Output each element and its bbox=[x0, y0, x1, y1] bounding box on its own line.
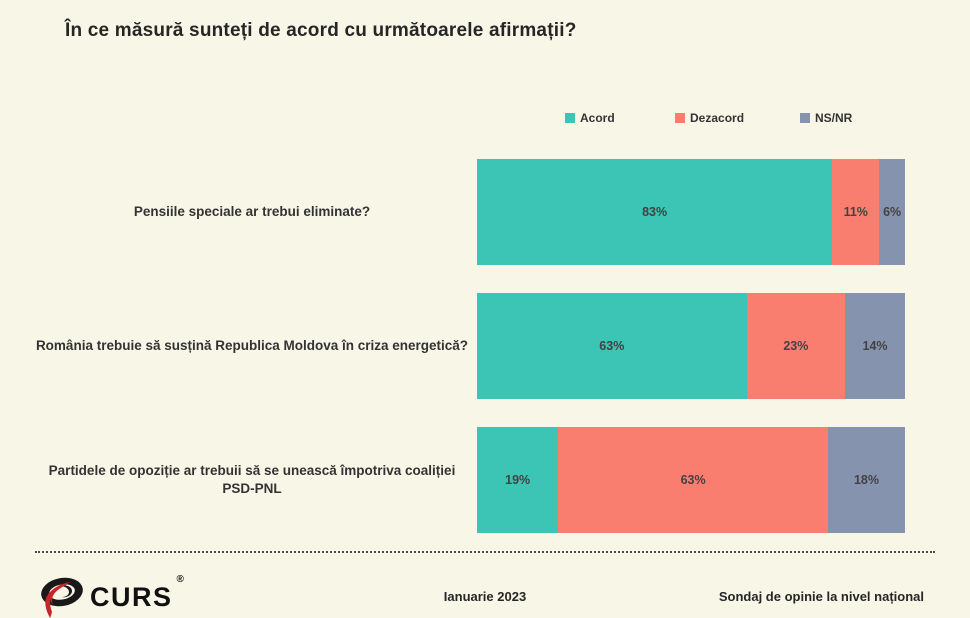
value-label: 6% bbox=[883, 205, 902, 219]
bar-segment-acord: 83% bbox=[477, 159, 833, 265]
legend-swatch-dezacord-icon bbox=[675, 113, 685, 123]
legend-label-nsnr: NS/NR bbox=[815, 111, 853, 125]
stacked-bar: 63% 23% 14% bbox=[477, 293, 905, 399]
category-label: România trebuie să susțină Republica Mol… bbox=[35, 338, 469, 354]
value-label: 18% bbox=[853, 473, 879, 487]
bar-segment-nsnr: 6% bbox=[879, 159, 905, 265]
legend-item-dezacord: Dezacord bbox=[675, 111, 744, 125]
legend-swatch-acord-icon bbox=[565, 113, 575, 123]
chart-legend: Acord Dezacord NS/NR bbox=[0, 111, 970, 129]
curs-logo-icon bbox=[41, 577, 83, 618]
curs-logo-text: CURS bbox=[90, 581, 173, 612]
legend-item-acord: Acord bbox=[565, 111, 615, 125]
bar-segment-nsnr: 18% bbox=[827, 427, 905, 533]
footer-note: Sondaj de opinie la nivel național bbox=[718, 589, 924, 604]
value-label: 19% bbox=[505, 473, 531, 487]
value-label: 63% bbox=[680, 473, 706, 487]
legend-item-nsnr: NS/NR bbox=[800, 111, 852, 125]
bar-segment-acord: 63% bbox=[477, 293, 747, 399]
chart-row: România trebuie să susțină Republica Mol… bbox=[35, 293, 913, 399]
bar-segment-nsnr: 14% bbox=[845, 293, 905, 399]
legend-label-dezacord: Dezacord bbox=[690, 111, 745, 125]
chart-title: În ce măsură sunteți de acord cu următoa… bbox=[65, 20, 577, 41]
chart-row: Partidele de opoziție ar trebuii să se u… bbox=[35, 427, 913, 533]
curs-logo: CURS ® bbox=[38, 574, 184, 618]
value-label: 23% bbox=[783, 339, 809, 353]
value-label: 63% bbox=[599, 339, 625, 353]
footer-divider bbox=[35, 551, 935, 553]
registered-trademark-icon: ® bbox=[176, 574, 184, 585]
legend-label-acord: Acord bbox=[580, 111, 615, 125]
category-label: Pensiile speciale ar trebui eliminate? bbox=[133, 204, 371, 220]
bar-segment-dezacord: 11% bbox=[832, 159, 880, 265]
stacked-bar: 83% 11% 6% bbox=[477, 159, 905, 265]
value-label: 14% bbox=[862, 339, 888, 353]
bar-segment-dezacord: 63% bbox=[558, 427, 828, 533]
legend-swatch-nsnr-icon bbox=[800, 113, 810, 123]
footer-date: Ianuarie 2023 bbox=[443, 589, 527, 604]
bar-segment-acord: 19% bbox=[477, 427, 559, 533]
value-label: 83% bbox=[642, 205, 668, 219]
category-label: Partidele de opoziție ar trebuii să se u… bbox=[48, 463, 456, 496]
stacked-bar-chart: Pensiile speciale ar trebui eliminate? 83… bbox=[35, 159, 913, 533]
value-label: 11% bbox=[843, 205, 868, 219]
chart-row: Pensiile speciale ar trebui eliminate? 83… bbox=[35, 159, 913, 265]
bar-segment-dezacord: 23% bbox=[746, 293, 846, 399]
stacked-bar: 19% 63% 18% bbox=[477, 427, 905, 533]
